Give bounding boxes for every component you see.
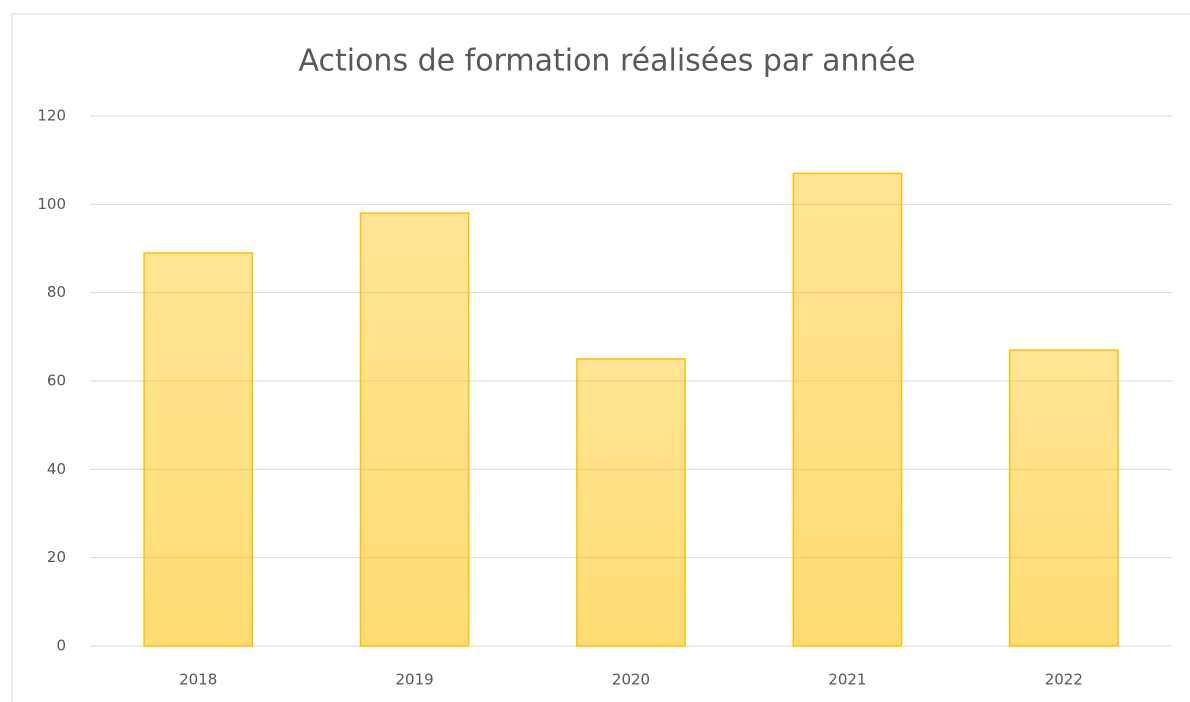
y-tick-label: 80: [47, 283, 66, 301]
bar: [1008, 349, 1119, 647]
chart-frame: [11, 13, 1190, 702]
y-tick-label: 20: [47, 548, 66, 566]
y-tick-label: 40: [47, 460, 66, 478]
chart-title: Actions de formation réalisées par année: [298, 44, 915, 79]
y-tick-label: 120: [37, 107, 66, 125]
y-tick-label: 60: [47, 372, 66, 390]
x-tick-label: 2022: [1045, 671, 1083, 689]
x-tick-label: 2019: [396, 671, 434, 689]
y-tick-label: 100: [37, 195, 66, 213]
y-tick-label: 0: [56, 637, 66, 655]
bar: [792, 172, 903, 647]
bar: [143, 252, 254, 647]
x-tick-label: 2018: [179, 671, 217, 689]
bar: [359, 212, 470, 647]
x-tick-label: 2021: [828, 671, 866, 689]
bar: [576, 358, 686, 647]
x-tick-label: 2020: [612, 671, 650, 689]
